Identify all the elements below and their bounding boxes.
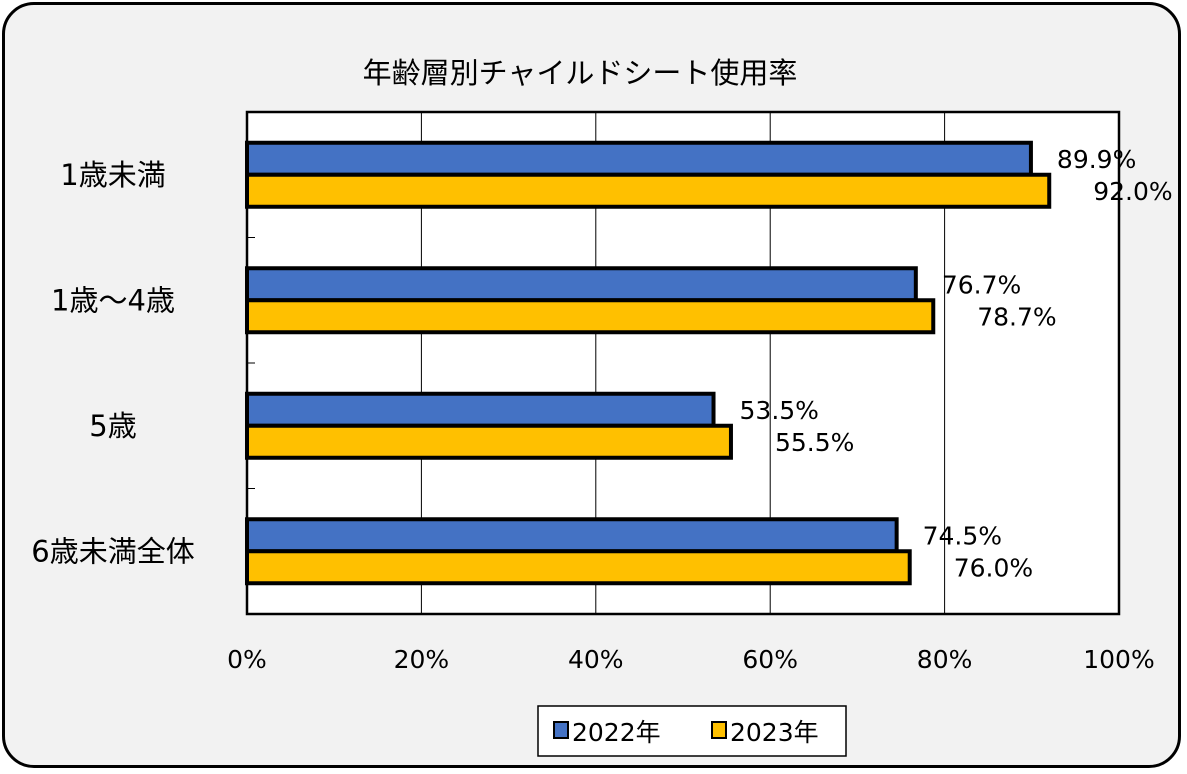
legend-label: 2022年 xyxy=(572,718,661,747)
x-tick-label: 20% xyxy=(394,645,450,674)
bar-2022年 xyxy=(245,140,1033,177)
data-label: 89.9% xyxy=(1057,145,1136,174)
x-tick-label: 100% xyxy=(1083,645,1154,674)
x-tick-label: 0% xyxy=(227,645,267,674)
bar-2022年 xyxy=(245,391,716,428)
data-label: 76.0% xyxy=(954,553,1033,582)
legend-swatch xyxy=(711,721,727,739)
legend-swatch xyxy=(553,721,569,739)
data-label: 53.5% xyxy=(740,396,819,425)
category-label: 1歳未満 xyxy=(60,158,165,192)
category-labels: 1歳未満 1歳～4歳 5歳 6歳未満全体 xyxy=(31,158,194,569)
data-label: 92.0% xyxy=(1093,177,1172,206)
data-labels: 89.9% 92.0% 76.7% 78.7% 53.5% 55.5% 74.5% 76.0% xyxy=(740,145,1173,583)
x-tick-label: 80% xyxy=(917,645,973,674)
bars xyxy=(245,140,1052,586)
bar-2023年 xyxy=(245,549,912,586)
legend-box xyxy=(537,705,847,757)
legend: 2022年 2023年 xyxy=(537,705,847,757)
bar-2022年 xyxy=(245,517,899,554)
bar-2023年 xyxy=(245,172,1052,209)
category-label: 5歳 xyxy=(89,409,136,443)
category-label: 6歳未満全体 xyxy=(31,534,194,568)
data-label: 74.5% xyxy=(923,521,1002,550)
bar-2023年 xyxy=(245,298,936,335)
bar-2022年 xyxy=(245,266,918,303)
chart-title: 年齢層別チャイルドシート使用率 xyxy=(363,56,798,90)
x-axis-ticks: 0% 20% 40% 60% 80% 100% xyxy=(227,645,1155,674)
x-tick-label: 40% xyxy=(568,645,624,674)
category-label: 1歳～4歳 xyxy=(51,283,175,317)
data-label: 55.5% xyxy=(775,428,854,457)
legend-label: 2023年 xyxy=(730,718,819,747)
bar-2023年 xyxy=(245,423,733,460)
data-label: 76.7% xyxy=(942,270,1021,299)
data-label: 78.7% xyxy=(977,302,1056,331)
x-tick-label: 60% xyxy=(742,645,798,674)
